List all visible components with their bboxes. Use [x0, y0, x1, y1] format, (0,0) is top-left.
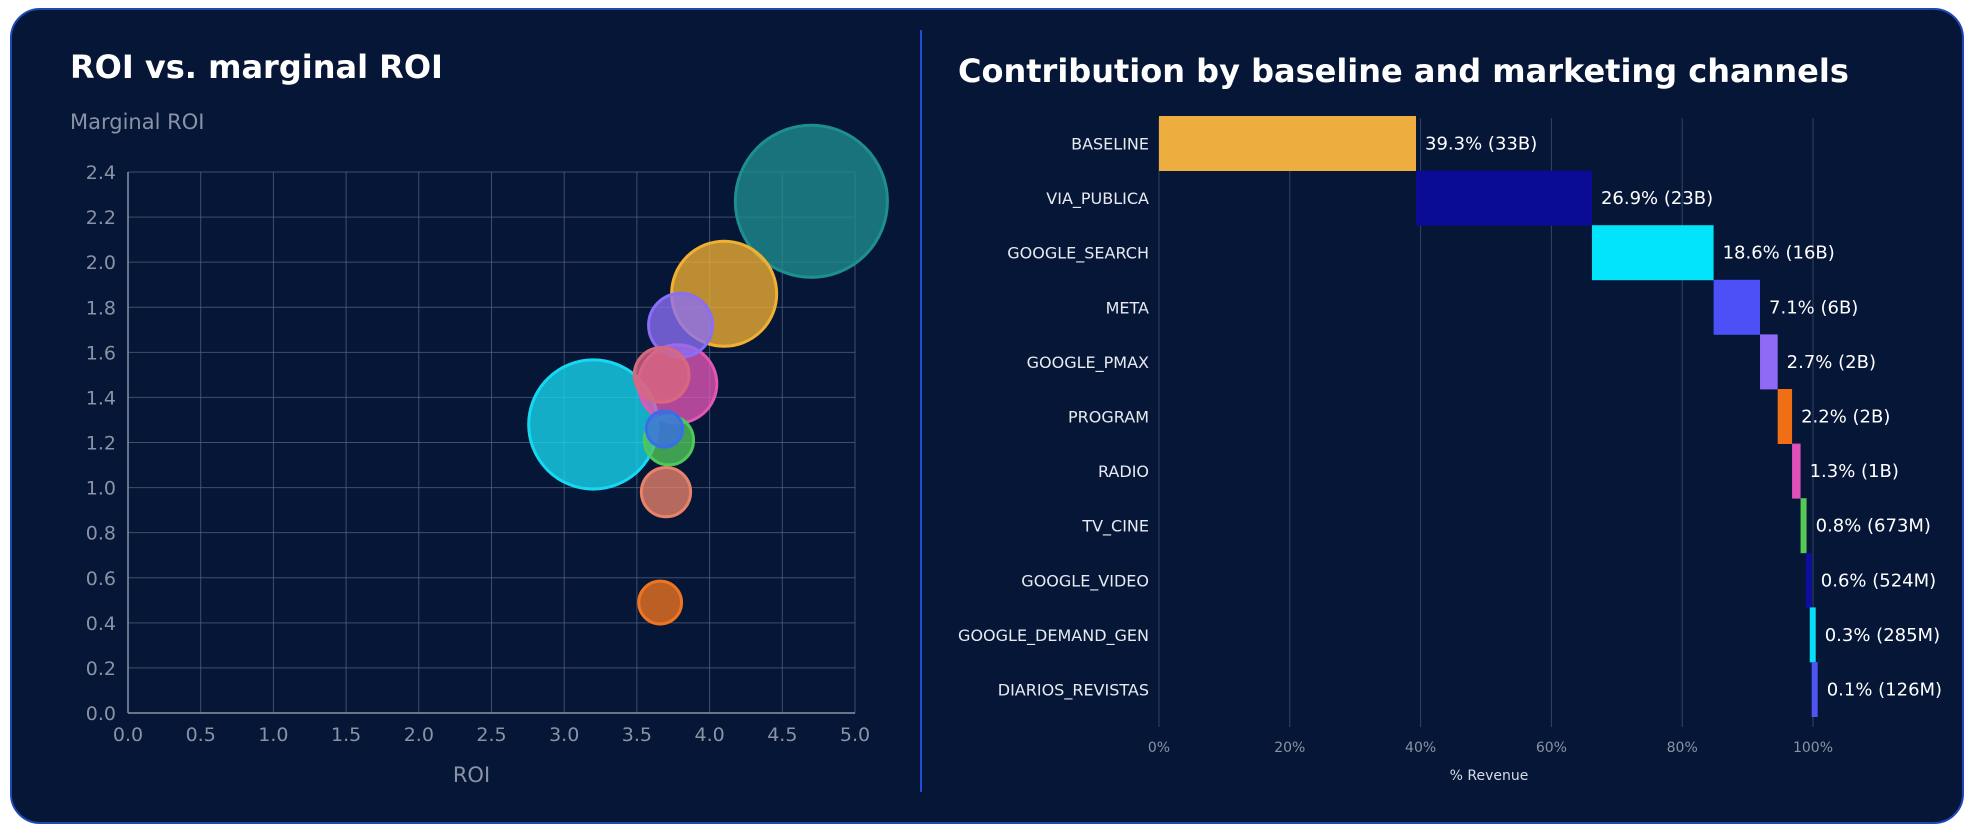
- x-tick-label: 60%: [1536, 740, 1567, 756]
- contribution-waterfall-chart: 0% 20% 40% 60% 80% 100% % Revenue BASELINE 39.3%…: [958, 116, 1942, 784]
- bubble-google-pmax: [632, 346, 691, 404]
- y-tick-label: 0.4: [86, 613, 116, 635]
- bar-value-label: 26.9% (23B): [1601, 188, 1713, 209]
- y-tick-label: 1.8: [86, 297, 116, 319]
- bar-value-label: 2.7% (2B): [1787, 352, 1876, 373]
- dashboard-card: ROI vs. marginal ROI Marginal ROI 0.0 0.5…: [10, 8, 1964, 824]
- bar-value-label: 0.6% (524M): [1821, 570, 1936, 591]
- y-tick-label: 2.4: [86, 162, 116, 184]
- bubble-google-video: [644, 409, 685, 449]
- category-label: BASELINE: [1071, 135, 1149, 154]
- bubble-diarios-revistas: [637, 579, 684, 626]
- bar-via-publica: [1416, 170, 1592, 226]
- y-tick-label: 2.2: [86, 207, 116, 229]
- bar-tv-cine: [1800, 498, 1807, 554]
- bar-radio: [1792, 443, 1801, 499]
- bar-title: Contribution by baseline and marketing c…: [958, 52, 1849, 90]
- x-tick-label: 0.5: [186, 724, 216, 746]
- category-label: META: [1106, 298, 1149, 317]
- bar-diarios-revistas: [1811, 662, 1818, 717]
- y-tick-label: 0.6: [86, 568, 116, 590]
- x-tick-label: 0%: [1148, 740, 1170, 756]
- y-tick-label: 0.8: [86, 523, 116, 545]
- category-label: PROGRAM: [1068, 408, 1149, 427]
- x-tick-label: 4.5: [767, 724, 797, 746]
- x-axis-label: % Revenue: [1450, 768, 1529, 784]
- bar-value-label: 7.1% (6B): [1769, 297, 1858, 318]
- category-label: GOOGLE_PMAX: [1027, 353, 1149, 373]
- x-tick-label: 40%: [1405, 740, 1436, 756]
- bar-value-label: 0.8% (673M): [1816, 516, 1931, 537]
- x-tick-label: 80%: [1667, 740, 1698, 756]
- panel-divider: [920, 30, 922, 792]
- bar-program: [1777, 389, 1793, 444]
- bar-value-label: 0.1% (126M): [1827, 680, 1942, 701]
- bar-google-video: [1805, 552, 1812, 608]
- x-tick-label: 0.0: [113, 724, 143, 746]
- bar-google-pmax: [1760, 334, 1778, 390]
- bar-value-label: 0.3% (285M): [1825, 625, 1940, 646]
- x-tick-label: 1.5: [331, 724, 361, 746]
- x-tick-label: 2.5: [476, 724, 506, 746]
- category-label: GOOGLE_SEARCH: [1007, 244, 1149, 264]
- category-label: VIA_PUBLICA: [1046, 189, 1149, 209]
- x-tick-label: 100%: [1793, 740, 1833, 756]
- y-tick-label: 1.2: [86, 433, 116, 455]
- y-tick-label: 1.6: [86, 342, 116, 364]
- bar-baseline: [1159, 116, 1417, 171]
- x-tick-label: 1.0: [258, 724, 288, 746]
- category-label: GOOGLE_DEMAND_GEN: [958, 626, 1149, 646]
- bubble-via-publica: [733, 123, 889, 279]
- category-label: RADIO: [1098, 462, 1149, 481]
- x-tick-label: 3.0: [549, 724, 579, 746]
- y-tick-label: 0.2: [86, 658, 116, 680]
- x-tick-label: 3.5: [622, 724, 652, 746]
- x-axis-label: ROI: [453, 763, 490, 787]
- scatter-ylabel: Marginal ROI: [70, 110, 205, 134]
- bar-value-label: 39.3% (33B): [1425, 134, 1537, 155]
- category-label: GOOGLE_VIDEO: [1021, 571, 1149, 591]
- y-tick-label: 1.0: [86, 478, 116, 500]
- y-tick-label: 2.0: [86, 252, 116, 274]
- y-tick-label: 0.0: [86, 703, 116, 725]
- category-label: DIARIOS_REVISTAS: [998, 681, 1149, 701]
- x-tick-label: 2.0: [404, 724, 434, 746]
- bubble-program: [639, 465, 693, 519]
- y-tick-label: 1.4: [86, 387, 116, 409]
- bar-value-label: 2.2% (2B): [1801, 407, 1890, 428]
- bar-google-search: [1591, 225, 1714, 281]
- bar-value-label: 18.6% (16B): [1723, 243, 1835, 264]
- bar-meta: [1713, 279, 1761, 335]
- bar-value-label: 1.3% (1B): [1810, 461, 1899, 482]
- x-tick-label: 5.0: [840, 724, 870, 746]
- bar-google-demand-gen: [1809, 607, 1816, 663]
- x-tick-label: 20%: [1274, 740, 1305, 756]
- category-label: TV_CINE: [1081, 517, 1149, 537]
- scatter-title: ROI vs. marginal ROI: [70, 48, 443, 86]
- roi-scatter-chart: 0.0 0.5 1.0 1.5 2.0 2.5 3.0 3.5 4.0 4.5 5.0 0.0 0.2 0…: [86, 123, 889, 787]
- x-tick-label: 4.0: [694, 724, 724, 746]
